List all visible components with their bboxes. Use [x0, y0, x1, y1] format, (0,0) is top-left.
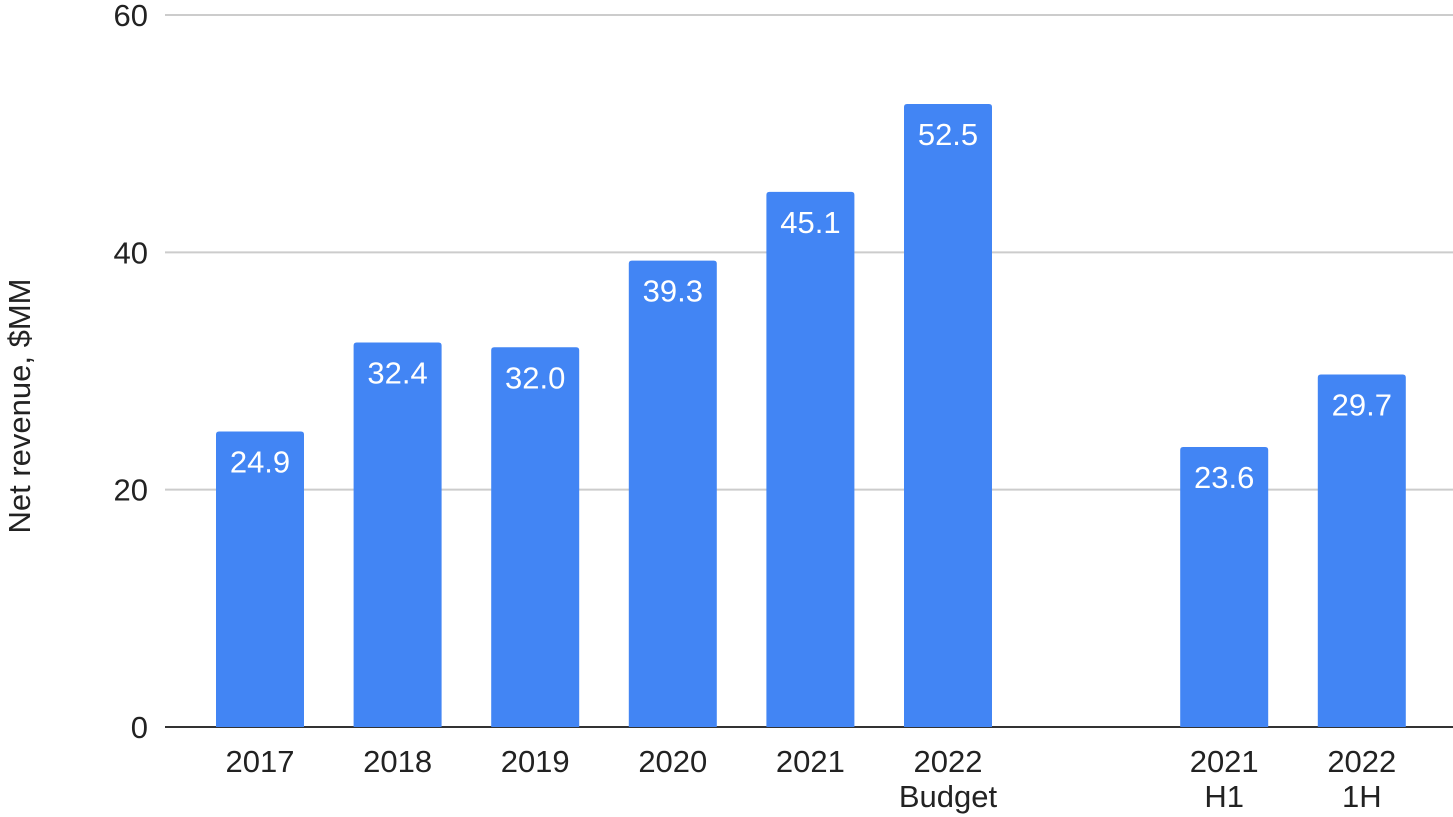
x-tick-label: 2018 — [363, 744, 432, 779]
bar — [491, 347, 580, 727]
x-tick-label: H1 — [1204, 779, 1244, 814]
x-tick-label: 2021 — [1190, 744, 1259, 779]
bar — [1317, 374, 1406, 727]
x-tick-label: 2021 — [776, 744, 845, 779]
bar-data-label: 23.6 — [1194, 460, 1254, 495]
data-labels: 24.9 32.4 32.0 39.3 45.1 52.5 23.6 29.7 — [230, 117, 1392, 495]
x-tick-label: 2022 — [1327, 744, 1396, 779]
bars — [216, 104, 1406, 727]
bar — [1180, 446, 1269, 727]
bar — [766, 191, 855, 727]
y-tick-label: 60 — [114, 0, 148, 33]
bar — [628, 260, 717, 727]
bar-data-label: 29.7 — [1332, 388, 1392, 423]
bar — [353, 342, 442, 727]
x-tick-label: 2019 — [501, 744, 570, 779]
x-tick-label: 2017 — [226, 744, 295, 779]
bar-data-label: 52.5 — [918, 117, 978, 152]
x-tick-label: 2022 — [914, 744, 983, 779]
bar-data-label: 45.1 — [780, 205, 840, 240]
bar — [216, 431, 304, 727]
x-tick-label: Budget — [899, 779, 998, 814]
y-tick-label: 0 — [131, 710, 148, 745]
x-axis-ticks: 2017 2018 2019 2020 2021 2022Budget2021H12022… — [226, 744, 1397, 814]
y-axis-title: Net revenue, $MM — [2, 279, 37, 534]
y-tick-label: 40 — [114, 235, 148, 270]
x-tick-label: 1H — [1342, 779, 1382, 814]
y-tick-label: 20 — [114, 473, 148, 508]
bar-data-label: 24.9 — [230, 445, 290, 480]
bar — [904, 104, 992, 727]
bar-data-label: 32.4 — [367, 356, 427, 391]
y-axis-ticks: 0 20 40 60 — [114, 0, 148, 745]
bar-data-label: 32.0 — [505, 360, 565, 395]
bar-data-label: 39.3 — [643, 274, 703, 309]
x-tick-label: 2020 — [638, 744, 707, 779]
